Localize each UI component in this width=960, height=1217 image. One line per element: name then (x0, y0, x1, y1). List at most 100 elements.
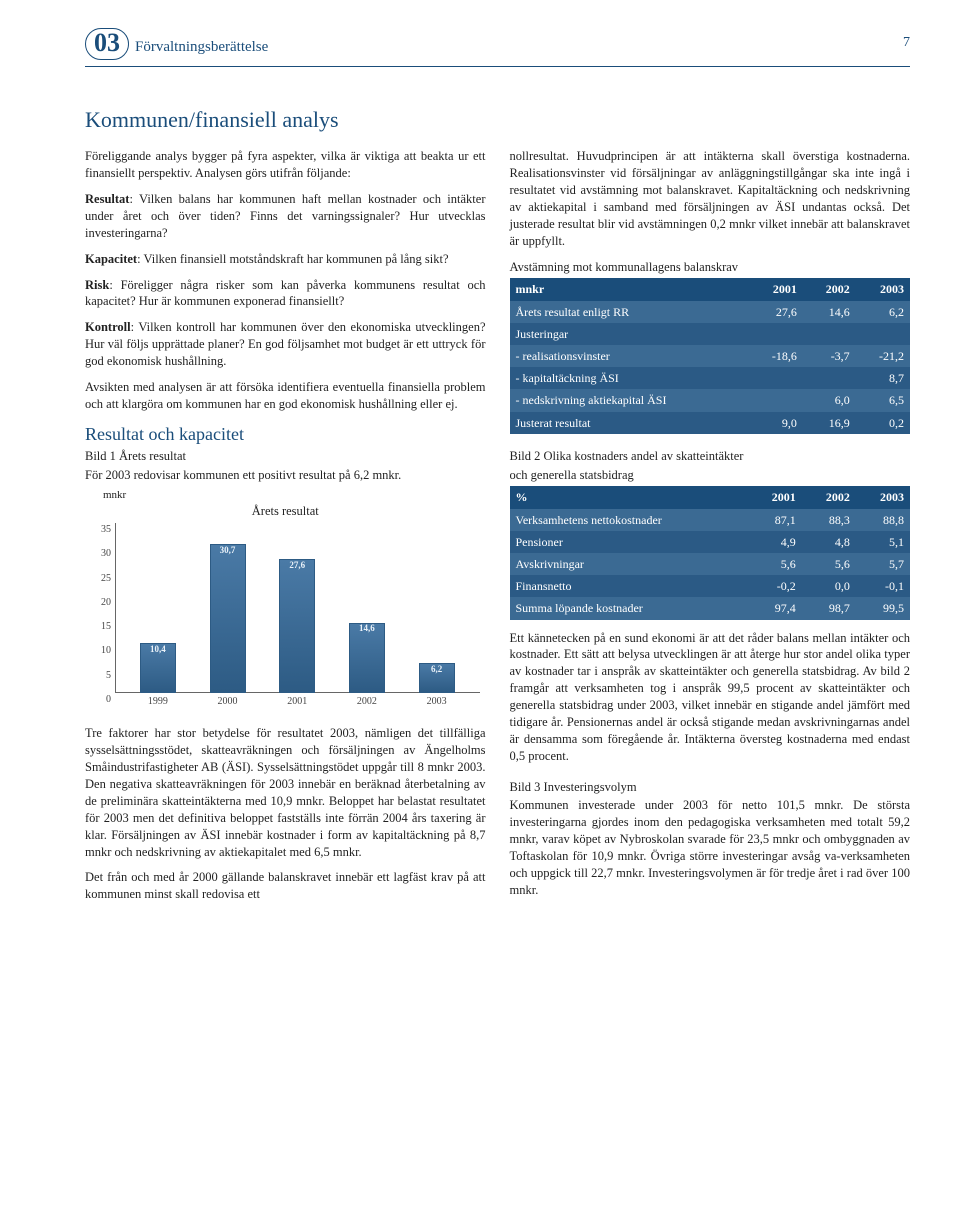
table-cell: 98,7 (802, 597, 856, 619)
main-title: Kommunen/finansiell analys (85, 105, 910, 135)
chart-bar-group: 6,2 (417, 663, 457, 693)
table-cell: Avskrivningar (510, 553, 748, 575)
chart-unit-label: mnkr (103, 488, 486, 503)
balanskrav-para: Det från och med år 2000 gällande balans… (85, 869, 486, 903)
header-left: 03 Förvaltningsberättelse (85, 28, 268, 60)
table-cell: 99,5 (856, 597, 910, 619)
table-row: Pensioner4,94,85,1 (510, 531, 911, 553)
chart-y-tick: 0 (85, 693, 111, 707)
table-cell: 5,6 (802, 553, 856, 575)
resultat-text: : Vilken balans har kommunen haft mellan… (85, 192, 486, 240)
table-cell: -18,6 (749, 345, 803, 367)
chart-bar-value: 27,6 (289, 559, 305, 571)
kannetecken-para: Ett kännetecken på en sund ekonomi är at… (510, 630, 911, 765)
bar-chart: 10,430,727,614,66,2 19992000200120022003… (85, 523, 486, 713)
table-cell: 4,9 (748, 531, 802, 553)
table-cell: -21,2 (856, 345, 910, 367)
chart-bar-value: 30,7 (220, 544, 236, 556)
chart-y-tick: 25 (85, 571, 111, 585)
chart-x-label: 2003 (417, 695, 457, 713)
chart-x-label: 2000 (208, 695, 248, 713)
kontroll-label: Kontroll (85, 320, 131, 334)
table-cell (856, 323, 910, 345)
table-row: - realisationsvinster-18,6-3,7-21,2 (510, 345, 911, 367)
table-cell: 8,7 (856, 367, 910, 389)
table-cell: - realisationsvinster (510, 345, 749, 367)
chart-bar-value: 6,2 (431, 663, 442, 675)
table-header-cell: 2001 (749, 278, 803, 300)
chart-x-label: 2001 (277, 695, 317, 713)
chart-bar (279, 559, 315, 693)
table-cell: 5,1 (856, 531, 910, 553)
avsikt-para: Avsikten med analysen är att försöka ide… (85, 379, 486, 413)
resultat-para: Resultat: Vilken balans har kommunen haf… (85, 191, 486, 242)
table-header-cell: 2003 (856, 278, 910, 300)
chart-y-tick: 20 (85, 596, 111, 610)
chart-title: Årets resultat (85, 503, 486, 520)
table-cell: 87,1 (748, 509, 802, 531)
resultat-label: Resultat (85, 192, 129, 206)
table-cell: Årets resultat enligt RR (510, 301, 749, 323)
kapacitet-label: Kapacitet (85, 252, 137, 266)
table-row: - nedskrivning aktiekapital ÄSI 6,06,5 (510, 389, 911, 411)
table-row: Justerat resultat9,016,90,2 (510, 412, 911, 434)
table-cell (803, 323, 856, 345)
table-header-cell: % (510, 486, 748, 508)
table-cell: Justerat resultat (510, 412, 749, 434)
table-cell (803, 367, 856, 389)
table-cell: 0,2 (856, 412, 910, 434)
bild2-caption-2: och generella statsbidrag (510, 467, 911, 484)
chart-bar-group: 27,6 (277, 559, 317, 693)
table-row: Verksamhetens nettokostnader87,188,388,8 (510, 509, 911, 531)
table-header-cell: 2003 (856, 486, 910, 508)
chart-x-label: 2002 (347, 695, 387, 713)
chart-bar-group: 14,6 (347, 622, 387, 693)
kontroll-para: Kontroll: Vilken kontroll har kommunen ö… (85, 319, 486, 370)
table-cell: 88,3 (802, 509, 856, 531)
table-cell: 6,0 (803, 389, 856, 411)
chart-bar-group: 30,7 (208, 544, 248, 693)
table-header-cell: 2001 (748, 486, 802, 508)
table-cell: 4,8 (802, 531, 856, 553)
table-cell: - nedskrivning aktiekapital ÄSI (510, 389, 749, 411)
table-row: Finansnetto-0,20,0-0,1 (510, 575, 911, 597)
table-row: Justeringar (510, 323, 911, 345)
table-row: Avskrivningar5,65,65,7 (510, 553, 911, 575)
table-cell: 5,7 (856, 553, 910, 575)
chart-bar-value: 10,4 (150, 643, 166, 655)
table-cell (749, 367, 803, 389)
risk-text: : Föreligger några risker som kan påverk… (85, 278, 486, 309)
investering-para: Kommunen investerade under 2003 för nett… (510, 797, 911, 898)
chart-y-tick: 30 (85, 547, 111, 561)
nollresultat-para: nollresultat. Huvudprincipen är att intä… (510, 148, 911, 249)
tre-faktorer-para: Tre faktorer har stor betydelse för resu… (85, 725, 486, 860)
table-cell (749, 389, 803, 411)
two-column-layout: Föreliggande analys bygger på fyra aspek… (85, 148, 910, 912)
chart-bar-value: 14,6 (359, 622, 375, 634)
chart-wrap: mnkr Årets resultat 10,430,727,614,66,2 … (85, 488, 486, 714)
header-title: Förvaltningsberättelse (135, 37, 268, 57)
chart-x-labels: 19992000200120022003 (115, 695, 480, 713)
table-cell: 6,5 (856, 389, 910, 411)
table-cell: 16,9 (803, 412, 856, 434)
table1-caption: Avstämning mot kommunallagens balanskrav (510, 259, 911, 276)
table-cell: Verksamhetens nettokostnader (510, 509, 748, 531)
chart-bars: 10,4 30,7 27,6 14,6 6,2 (115, 523, 480, 693)
table-header-cell: mnkr (510, 278, 749, 300)
bild1-caption-2: För 2003 redovisar kommunen ett positivt… (85, 467, 486, 484)
risk-para: Risk: Föreligger några risker som kan på… (85, 277, 486, 311)
table-cell: -0,1 (856, 575, 910, 597)
table-header-cell: 2002 (802, 486, 856, 508)
table-cell: -0,2 (748, 575, 802, 597)
bild2-caption-1: Bild 2 Olika kostnaders andel av skattei… (510, 448, 911, 465)
table-cell: Summa löpande kostnader (510, 597, 748, 619)
table-cell: 5,6 (748, 553, 802, 575)
table-row: Summa löpande kostnader97,498,799,5 (510, 597, 911, 619)
chart-bar-group: 10,4 (138, 643, 178, 694)
table-cell: 14,6 (803, 301, 856, 323)
table-row: Årets resultat enligt RR27,614,66,2 (510, 301, 911, 323)
table-cell: 6,2 (856, 301, 910, 323)
chart-y-tick: 10 (85, 644, 111, 658)
risk-label: Risk (85, 278, 109, 292)
balanskrav-table: mnkr200120022003Årets resultat enligt RR… (510, 278, 911, 433)
